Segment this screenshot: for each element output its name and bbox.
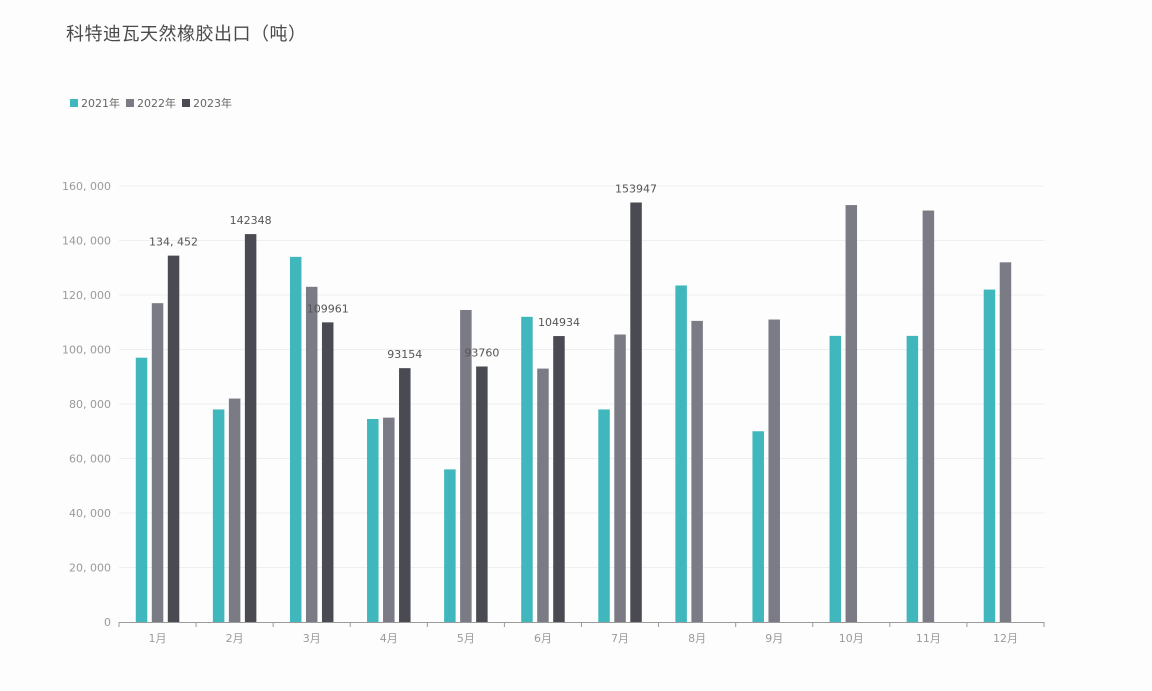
x-tick-label: 8月 (688, 632, 706, 645)
data-label: 134, 452 (149, 236, 198, 249)
legend: 2021年 2022年 2023年 (70, 95, 232, 111)
bar-2022年-10月 (845, 205, 858, 622)
legend-swatch-2022 (126, 99, 134, 107)
bar-2021年-6月 (521, 316, 533, 622)
bar-2022年-7月 (614, 334, 626, 622)
data-label: 93760 (464, 347, 499, 360)
bar-2022年-2月 (228, 398, 241, 622)
bar-2021年-9月 (752, 431, 764, 622)
y-tick-label: 120, 000 (62, 289, 111, 302)
bar-2022年-6月 (537, 368, 549, 622)
data-label: 93154 (387, 348, 422, 361)
y-tick-label: 40, 000 (69, 507, 111, 520)
x-tick-label: 1月 (149, 632, 167, 645)
legend-label-2022: 2022年 (137, 97, 176, 110)
y-tick-label: 0 (104, 616, 111, 629)
bar-2021年-7月 (598, 409, 610, 622)
x-tick-label: 11月 (916, 632, 941, 645)
data-label: 104934 (538, 316, 580, 329)
bar-2021年-3月 (289, 256, 302, 622)
x-tick-label: 2月 (226, 632, 244, 645)
bar-2022年-1月 (151, 303, 164, 622)
bar-2022年-9月 (768, 319, 780, 622)
data-label: 142348 (230, 214, 272, 227)
bar-2021年-5月 (444, 469, 456, 622)
y-tick-label: 20, 000 (69, 562, 111, 575)
y-tick-label: 60, 000 (69, 453, 111, 466)
y-tick-label: 80, 000 (69, 398, 111, 411)
bar-2021年-11月 (906, 335, 919, 622)
y-tick-label: 160, 000 (62, 180, 111, 193)
x-tick-label: 10月 (839, 632, 864, 645)
legend-item-2023[interactable]: 2023年 (182, 95, 232, 111)
bar-2023年-2月 (244, 234, 257, 623)
bar-2022年-3月 (305, 286, 318, 622)
x-tick-label: 12月 (993, 632, 1018, 645)
x-tick-label: 5月 (457, 632, 475, 645)
bar-2023年-1月 (167, 255, 180, 623)
x-tick-label: 9月 (765, 632, 783, 645)
bar-2022年-12月 (999, 262, 1012, 622)
data-label: 109961 (307, 302, 349, 315)
legend-item-2021[interactable]: 2021年 (70, 95, 120, 111)
x-tick-label: 6月 (534, 632, 552, 645)
data-label: 153947 (615, 182, 657, 195)
bar-2023年-4月 (399, 368, 411, 622)
x-tick-label: 3月 (303, 632, 321, 645)
y-tick-label: 100, 000 (62, 344, 111, 357)
legend-item-2022[interactable]: 2022年 (126, 95, 176, 111)
bar-2021年-4月 (367, 418, 379, 622)
bar-2021年-1月 (135, 357, 148, 622)
bar-2023年-6月 (553, 336, 565, 622)
bar-2022年-4月 (383, 417, 395, 622)
bar-2022年-11月 (922, 210, 935, 622)
bar-2023年-7月 (630, 202, 642, 622)
bar-2021年-10月 (829, 335, 842, 622)
bar-2021年-2月 (212, 409, 225, 622)
y-tick-label: 140, 000 (62, 235, 111, 248)
legend-swatch-2021 (70, 99, 78, 107)
chart-title: 科特迪瓦天然橡胶出口（吨） (66, 24, 307, 45)
bar-2023年-5月 (476, 366, 488, 622)
bar-2023年-3月 (321, 322, 334, 622)
legend-label-2021: 2021年 (81, 97, 120, 110)
bar-2022年-5月 (460, 309, 472, 622)
legend-swatch-2023 (182, 99, 190, 107)
bar-2022年-8月 (691, 320, 703, 622)
x-tick-label: 4月 (380, 632, 398, 645)
bar-2021年-8月 (675, 285, 687, 622)
x-tick-label: 7月 (611, 632, 629, 645)
bar-2021年-12月 (983, 289, 996, 622)
legend-label-2023: 2023年 (193, 97, 232, 110)
